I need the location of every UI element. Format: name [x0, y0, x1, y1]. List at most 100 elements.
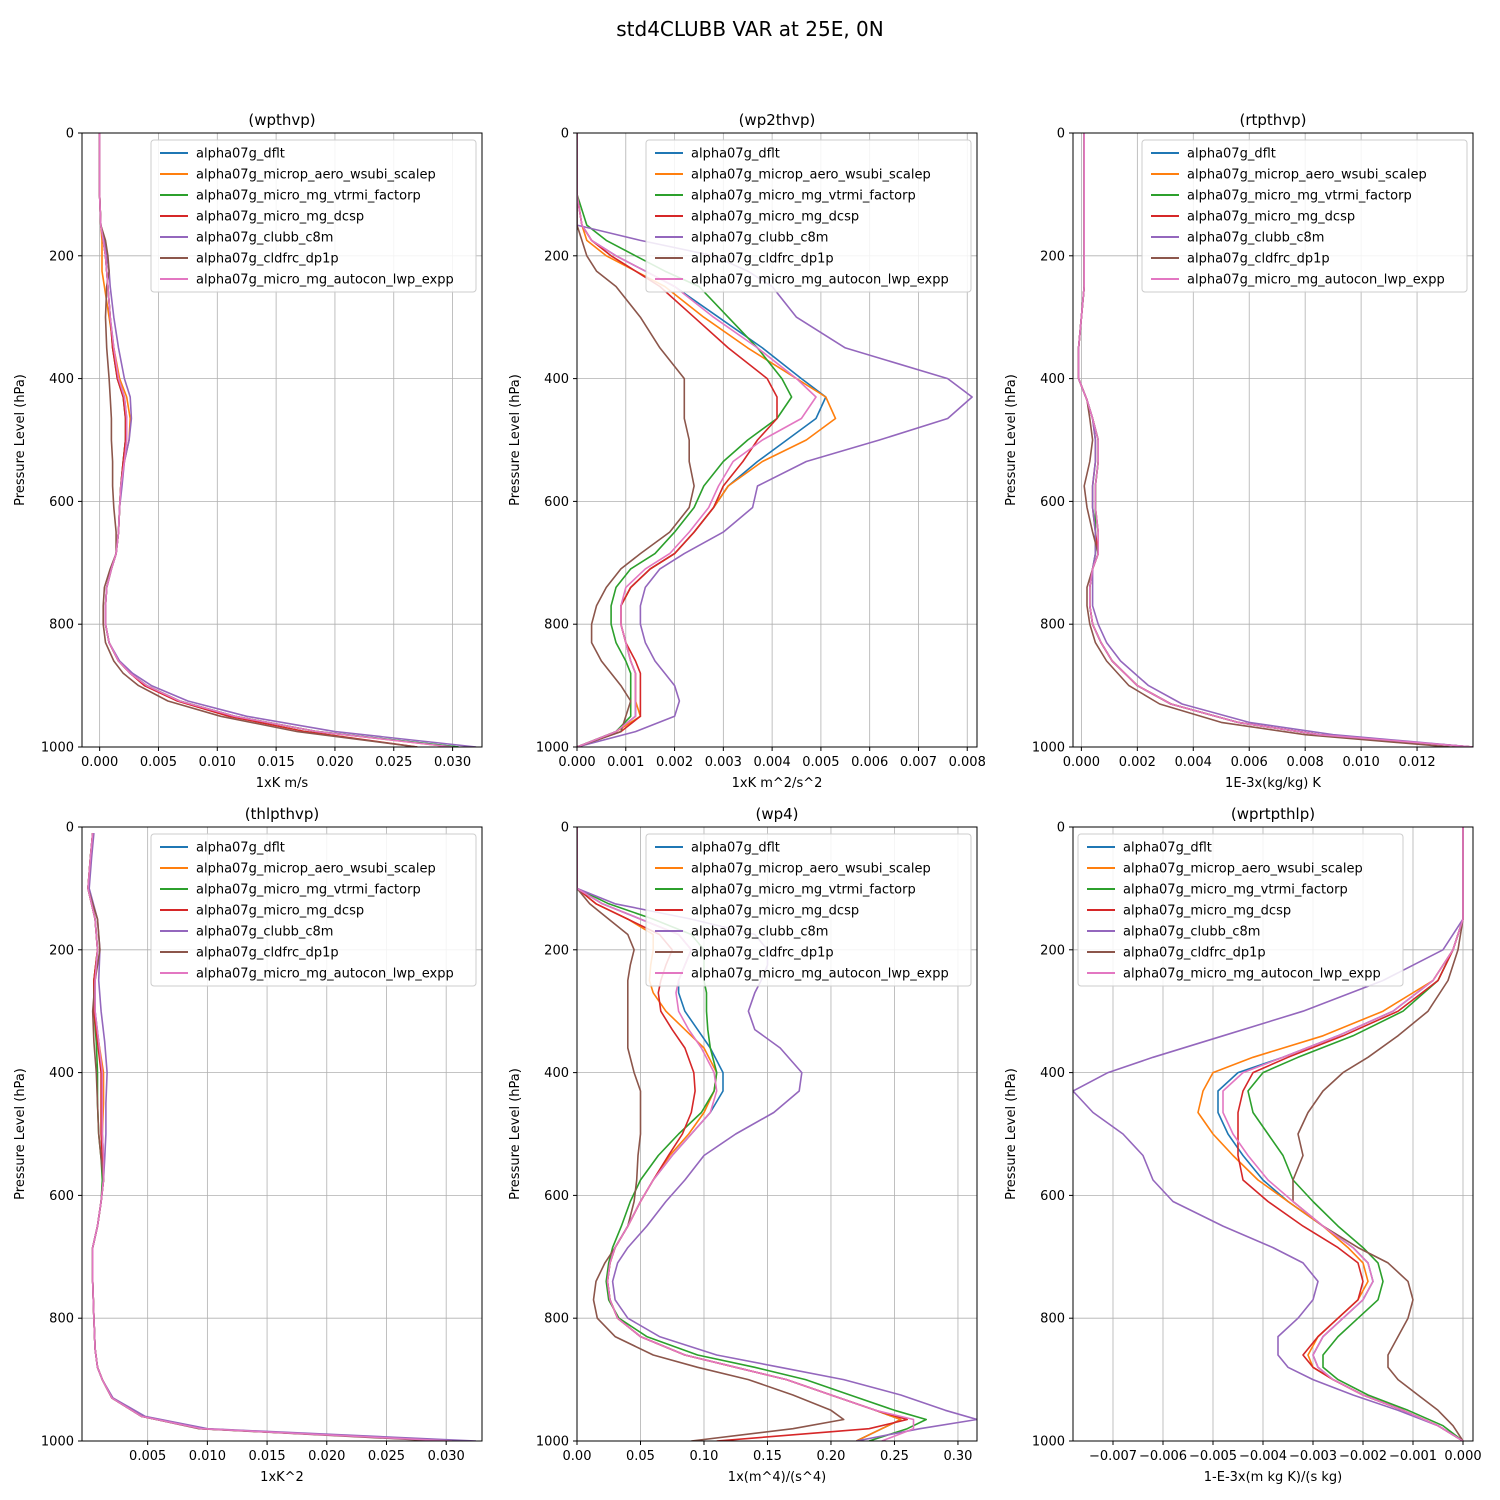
axes-frame: [576, 826, 978, 1442]
legend-entry: alpha07g_microp_aero_wsubi_scalep: [1187, 168, 1427, 183]
legend-entry: alpha07g_dflt: [1123, 841, 1212, 856]
y-tick-label: 1000: [41, 1435, 74, 1450]
x-axis-label: 1x(m^4)/(s^4): [728, 1470, 826, 1485]
y-axis-label: Pressure Level (hPa): [508, 374, 523, 506]
y-tick-label: 0: [561, 127, 569, 142]
axes-frame: [1072, 132, 1474, 748]
y-axis-label: Pressure Level (hPa): [1004, 374, 1019, 506]
y-tick-label: 200: [1040, 249, 1065, 264]
x-tick-label: 0.006: [851, 755, 888, 770]
x-tick-label: 0.010: [199, 755, 236, 770]
legend-entry: alpha07g_cldfrc_dp1p: [691, 946, 834, 961]
legend-entry: alpha07g_dflt: [691, 841, 780, 856]
y-tick-label: 0: [1057, 821, 1065, 836]
x-axis-label: 1xK m/s: [256, 776, 309, 791]
y-tick-label: 1000: [1032, 741, 1065, 756]
x-tick-label: 0.003: [705, 755, 742, 770]
x-tick-label: 0.005: [129, 1449, 166, 1464]
legend: alpha07g_dflt alpha07g_microp_aero_wsubi_…: [1141, 139, 1468, 293]
x-tick-label: 0.006: [1231, 755, 1268, 770]
subplot-3: 0.000 0.002 0.004 0.006 0.008 0.010 0.012 0 200 4…: [1004, 111, 1474, 791]
series-line-alpha07g_micro_mg_autocon_lwp_expp: [577, 133, 817, 747]
series-line-alpha07g_micro_mg_autocon_lwp_expp: [1222, 827, 1464, 1441]
legend-entry: alpha07g_micro_mg_autocon_lwp_expp: [1187, 273, 1445, 288]
series-line-alpha07g_clubb_c8m: [1073, 827, 1464, 1441]
legend: alpha07g_dflt alpha07g_microp_aero_wsubi_…: [1077, 833, 1404, 987]
x-tick-label: 0.020: [316, 755, 353, 770]
x-tick-label: 0.015: [258, 755, 295, 770]
y-tick-label: 600: [544, 495, 569, 510]
y-tick-label: 200: [544, 943, 569, 958]
x-tick-label: −0.006: [1139, 1449, 1187, 1464]
x-tick-label: 0.002: [1119, 755, 1156, 770]
subplot-5: 0.00 0.05 0.10 0.15 0.20 0.25 0.30 0 200 400 600 80…: [508, 805, 978, 1485]
y-tick-label: 600: [49, 495, 74, 510]
legend-entry: alpha07g_microp_aero_wsubi_scalep: [196, 862, 436, 877]
x-tick-label: 0.00: [563, 1449, 592, 1464]
y-tick-label: 400: [544, 1066, 569, 1081]
subplot-title: (wpthvp): [248, 111, 315, 129]
legend-entry: alpha07g_microp_aero_wsubi_scalep: [196, 168, 436, 183]
y-tick-label: 1000: [536, 1435, 569, 1450]
legend-entry: alpha07g_dflt: [196, 147, 285, 162]
legend-entry: alpha07g_micro_mg_autocon_lwp_expp: [196, 273, 454, 288]
subplot-title: (thlpthvp): [245, 805, 320, 823]
x-tick-label: 0.30: [943, 1449, 972, 1464]
y-axis-label: Pressure Level (hPa): [508, 1068, 523, 1200]
x-tick-label: −0.002: [1339, 1449, 1387, 1464]
series-line-alpha07g_micro_mg_autocon_lwp_expp: [1077, 133, 1473, 747]
series-line-alpha07g_micro_mg_dcsp: [577, 133, 778, 747]
legend-entry: alpha07g_micro_mg_dcsp: [691, 210, 859, 225]
legend-entry: alpha07g_micro_mg_autocon_lwp_expp: [691, 967, 949, 982]
subplot-1: 0.000 0.005 0.010 0.015 0.020 0.025 0.030 0 200 4…: [13, 111, 483, 791]
y-tick-label: 200: [1040, 943, 1065, 958]
legend: alpha07g_dflt alpha07g_microp_aero_wsubi_…: [645, 139, 972, 293]
legend-entry: alpha07g_dflt: [1187, 147, 1276, 162]
x-tick-label: 0.005: [140, 755, 177, 770]
x-tick-label: 0.000: [558, 755, 595, 770]
series-line-alpha07g_cldfrc_dp1p: [98, 133, 418, 747]
x-tick-label: 0.000: [1063, 755, 1100, 770]
series-line-alpha07g_micro_mg_vtrmi_factorp: [1247, 827, 1464, 1441]
legend-entry: alpha07g_cldfrc_dp1p: [691, 252, 834, 267]
x-axis-label: 1E-3x(kg/kg) K: [1225, 776, 1321, 791]
y-tick-label: 200: [544, 249, 569, 264]
legend-entry: alpha07g_micro_mg_autocon_lwp_expp: [196, 967, 454, 982]
x-axis-label: 1-E-3x(m kg K)/(s kg): [1204, 1470, 1342, 1485]
x-tick-label: 0.000: [1444, 1449, 1481, 1464]
subplot-title: (wp2thvp): [739, 111, 816, 129]
x-tick-label: 0.05: [626, 1449, 655, 1464]
legend-entry: alpha07g_micro_mg_autocon_lwp_expp: [691, 273, 949, 288]
legend-entry: alpha07g_cldfrc_dp1p: [196, 946, 339, 961]
x-tick-label: 0.025: [368, 1449, 405, 1464]
y-tick-label: 400: [49, 372, 74, 387]
subplot-title: (wprtpthlp): [1231, 805, 1315, 823]
y-tick-label: 800: [544, 1312, 569, 1327]
legend-entry: alpha07g_micro_mg_dcsp: [1187, 210, 1355, 225]
x-axis-label: 1xK m^2/s^2: [732, 776, 823, 791]
x-tick-label: 0.007: [900, 755, 937, 770]
subplot-2: 0.000 0.001 0.002 0.003 0.004 0.005 0.006 0.007…: [508, 111, 986, 791]
y-tick-label: 800: [49, 618, 74, 633]
y-tick-label: 600: [49, 1189, 74, 1204]
y-axis-label: Pressure Level (hPa): [13, 1068, 28, 1200]
y-tick-label: 800: [1040, 1312, 1065, 1327]
x-tick-label: 0.15: [753, 1449, 782, 1464]
subplot-title: (rtpthvp): [1239, 111, 1306, 129]
legend-entry: alpha07g_micro_mg_vtrmi_factorp: [1123, 883, 1348, 898]
legend-entry: alpha07g_microp_aero_wsubi_scalep: [1123, 862, 1363, 877]
legend-entry: alpha07g_cldfrc_dp1p: [196, 252, 339, 267]
x-tick-label: 0.005: [802, 755, 839, 770]
legend-entry: alpha07g_cldfrc_dp1p: [1187, 252, 1330, 267]
axes-frame: [1072, 826, 1474, 1442]
y-tick-label: 200: [49, 943, 74, 958]
y-tick-label: 1000: [536, 741, 569, 756]
legend-entry: alpha07g_clubb_c8m: [196, 925, 333, 940]
legend-entry: alpha07g_micro_mg_autocon_lwp_expp: [1123, 967, 1381, 982]
legend-entry: alpha07g_micro_mg_vtrmi_factorp: [1187, 189, 1412, 204]
legend-entry: alpha07g_cldfrc_dp1p: [1123, 946, 1266, 961]
x-tick-label: 0.015: [248, 1449, 285, 1464]
y-tick-label: 800: [1040, 618, 1065, 633]
legend: alpha07g_dflt alpha07g_microp_aero_wsubi_…: [645, 833, 972, 987]
y-tick-label: 1000: [41, 741, 74, 756]
